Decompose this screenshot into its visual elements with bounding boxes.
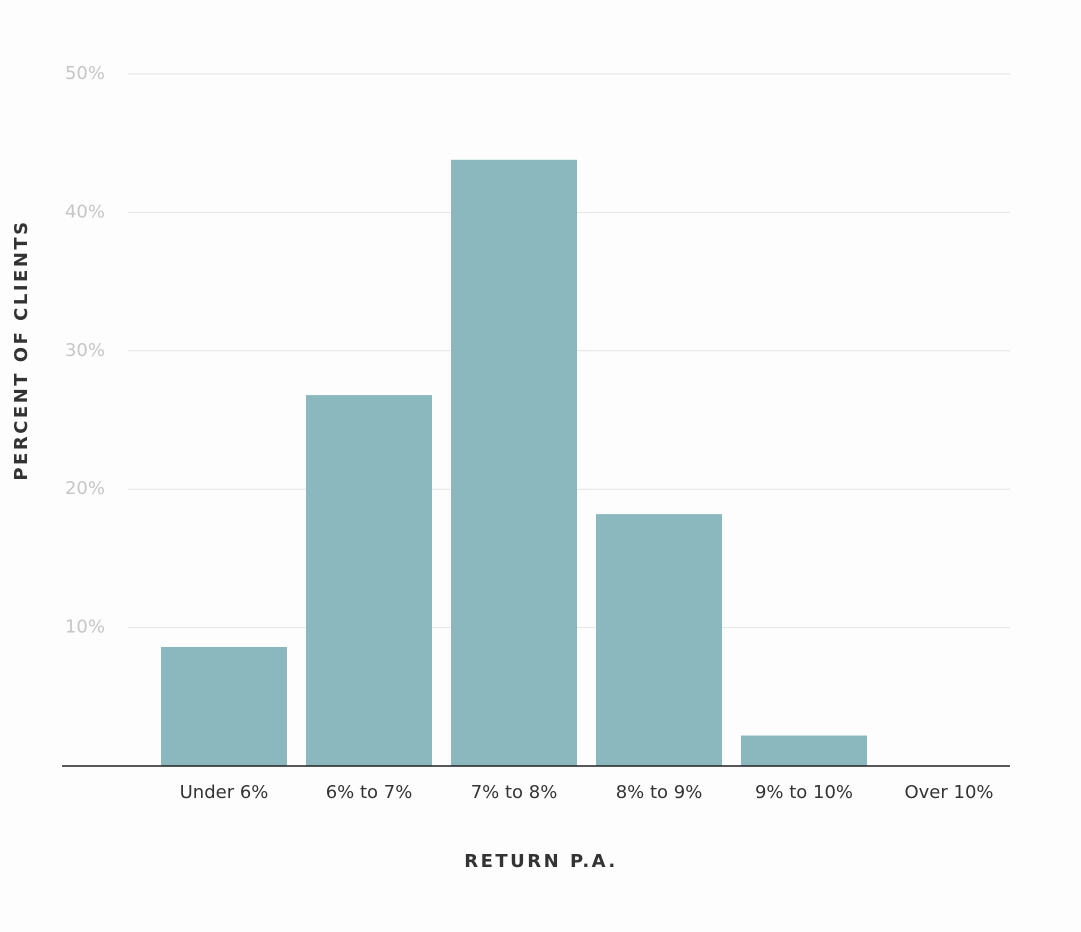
y-tick-label: 10% (65, 617, 105, 638)
y-tick-label: 20% (65, 478, 105, 499)
x-tick-label: Under 6% (180, 782, 269, 803)
bar (596, 514, 722, 766)
y-axis-title: PERCENT OF CLIENTS (11, 219, 32, 480)
x-tick-label: 9% to 10% (755, 782, 853, 803)
x-tick-label: 6% to 7% (326, 782, 413, 803)
bar (741, 735, 867, 766)
bar (306, 395, 432, 766)
x-tick-label: 7% to 8% (471, 782, 558, 803)
x-tick-label: 8% to 9% (616, 782, 703, 803)
bar (161, 646, 287, 766)
x-tick-label: Over 10% (904, 782, 993, 803)
bar (451, 159, 577, 767)
y-tick-label: 40% (65, 201, 105, 222)
x-axis-title: RETURN P.A. (464, 851, 618, 872)
y-tick-label: 30% (65, 340, 105, 361)
y-tick-label: 50% (65, 63, 105, 84)
